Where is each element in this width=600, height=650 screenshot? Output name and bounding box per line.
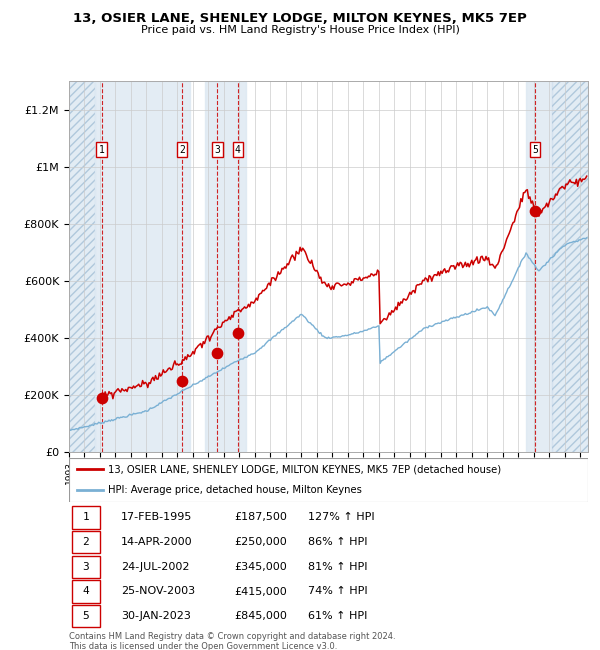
- Text: Contains HM Land Registry data © Crown copyright and database right 2024.
This d: Contains HM Land Registry data © Crown c…: [69, 632, 395, 650]
- Point: [530, 205, 540, 216]
- Bar: [553, 81, 588, 452]
- Bar: [69, 81, 95, 452]
- Bar: [553, 81, 588, 452]
- Bar: [526, 81, 553, 452]
- Text: 25-NOV-2003: 25-NOV-2003: [121, 586, 195, 597]
- Text: 4: 4: [82, 586, 89, 597]
- Point: [212, 348, 222, 359]
- Text: HPI: Average price, detached house, Milton Keynes: HPI: Average price, detached house, Milt…: [108, 486, 362, 495]
- Text: 61% ↑ HPI: 61% ↑ HPI: [308, 611, 367, 621]
- Text: 81% ↑ HPI: 81% ↑ HPI: [308, 562, 367, 572]
- Text: 24-JUL-2002: 24-JUL-2002: [121, 562, 190, 572]
- Point: [233, 328, 242, 339]
- Text: £415,000: £415,000: [234, 586, 287, 597]
- Bar: [69, 81, 95, 452]
- Text: 1: 1: [82, 512, 89, 523]
- Text: 2: 2: [82, 537, 89, 547]
- Text: 3: 3: [82, 562, 89, 572]
- Text: 74% ↑ HPI: 74% ↑ HPI: [308, 586, 367, 597]
- Bar: [71, 580, 100, 603]
- Bar: [95, 81, 190, 452]
- Text: 127% ↑ HPI: 127% ↑ HPI: [308, 512, 374, 523]
- Text: 17-FEB-1995: 17-FEB-1995: [121, 512, 192, 523]
- Text: 4: 4: [235, 145, 241, 155]
- Text: 5: 5: [532, 145, 538, 155]
- Text: 30-JAN-2023: 30-JAN-2023: [121, 611, 191, 621]
- Bar: [71, 605, 100, 627]
- Text: 14-APR-2000: 14-APR-2000: [121, 537, 193, 547]
- Text: £345,000: £345,000: [234, 562, 287, 572]
- Text: Price paid vs. HM Land Registry's House Price Index (HPI): Price paid vs. HM Land Registry's House …: [140, 25, 460, 34]
- Text: 13, OSIER LANE, SHENLEY LODGE, MILTON KEYNES, MK5 7EP (detached house): 13, OSIER LANE, SHENLEY LODGE, MILTON KE…: [108, 464, 501, 474]
- Point: [97, 393, 107, 404]
- Text: £250,000: £250,000: [234, 537, 287, 547]
- Text: £187,500: £187,500: [234, 512, 287, 523]
- Text: 2: 2: [179, 145, 185, 155]
- Text: 13, OSIER LANE, SHENLEY LODGE, MILTON KEYNES, MK5 7EP: 13, OSIER LANE, SHENLEY LODGE, MILTON KE…: [73, 12, 527, 25]
- Text: 1: 1: [99, 145, 105, 155]
- Bar: [71, 531, 100, 553]
- Text: 3: 3: [214, 145, 220, 155]
- Text: 5: 5: [82, 611, 89, 621]
- Bar: [205, 81, 245, 452]
- Bar: [71, 506, 100, 528]
- Text: 86% ↑ HPI: 86% ↑ HPI: [308, 537, 367, 547]
- Text: £845,000: £845,000: [234, 611, 287, 621]
- Point: [177, 375, 187, 385]
- Bar: [71, 556, 100, 578]
